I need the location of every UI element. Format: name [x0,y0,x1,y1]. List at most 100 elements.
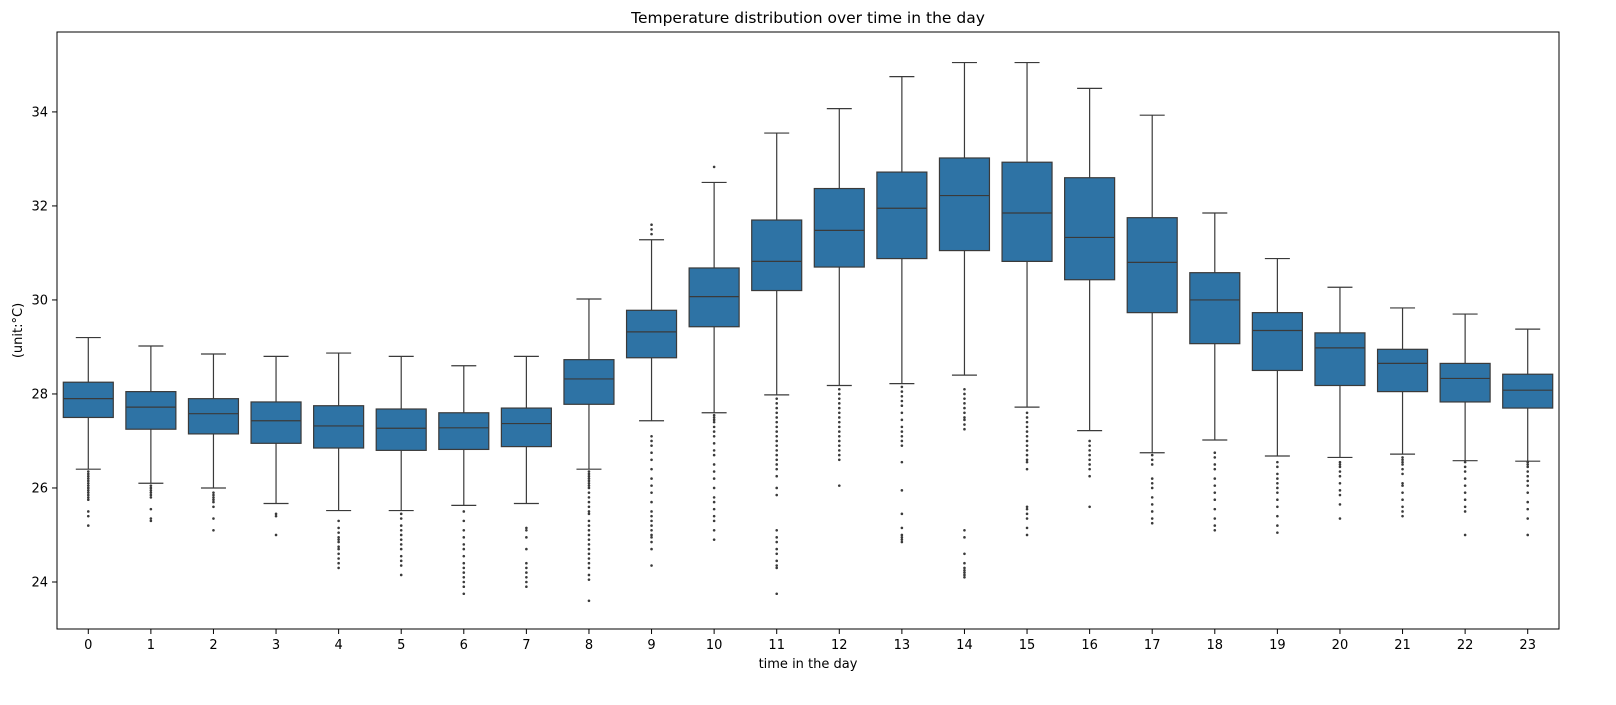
outlier-point [1338,493,1342,497]
outlier-point [837,458,841,462]
outlier-point [712,470,716,473]
outlier-point [462,554,466,558]
outlier-point [149,517,153,520]
outlier-point [587,599,591,603]
outlier-point [337,557,340,560]
outlier-point [775,474,779,478]
outlier-point [1025,430,1029,433]
outlier-point [274,533,278,537]
y-tick-label: 24 [31,575,48,590]
outlier-point [525,580,528,584]
outlier-point [462,510,466,513]
outlier-point [900,439,904,443]
outlier-point [1213,507,1217,511]
axes-layer: 0 1 2 3 4 5 6 7 8 9 10 11 12 13 14 15 16 17 18 19 20 21 22 2324… [31,105,1536,653]
outlier-point [1463,505,1467,509]
outlier-point [587,500,591,504]
outlier-point [149,493,153,497]
outlier-point [963,418,966,422]
outlier-point [1463,498,1467,502]
outlier-point [963,528,966,532]
outlier-point [712,420,716,424]
outlier-point [963,427,966,431]
outlier-point [149,486,153,490]
outlier-point [149,491,153,494]
y-tick-label: 30 [31,293,48,308]
outlier-point [587,477,591,480]
outlier-point [1088,453,1091,457]
outlier-point [650,564,653,567]
outlier-point [462,566,466,570]
outlier-point [837,444,841,447]
outlier-point [712,165,716,169]
outlier-point [1338,503,1342,506]
outlier-point [837,439,841,443]
outlier-point [712,477,716,480]
box-group-21 [1376,307,1429,518]
outlier-point [337,531,340,534]
outlier-point [1526,465,1530,469]
outlier-point [587,561,591,565]
outlier-point [337,545,340,549]
x-tick-label: 8 [585,638,593,653]
outlier-point [1338,481,1342,485]
outlier-point [1276,472,1279,476]
outlier-point [712,418,716,422]
chart-title: Temperature distribution over time in th… [630,9,985,27]
outlier-point [1526,463,1530,466]
outlier-point [712,486,716,490]
outlier-point [650,524,653,527]
outlier-point [1025,512,1029,516]
outlier-point [1150,521,1154,525]
box-group-9 [625,223,678,567]
outlier-point [1025,416,1029,419]
outlier-point [775,536,779,539]
outlier-point [525,566,528,570]
outlier-point [1025,439,1029,443]
outlier-point [1150,458,1154,462]
box [1189,272,1241,345]
outlier-point [212,505,215,509]
box [1439,362,1491,403]
outlier-point [775,425,779,429]
outlier-point [337,538,340,541]
outlier-point [587,547,591,551]
outlier-point [1526,479,1530,483]
outlier-point [1213,456,1217,459]
x-tick-label: 1 [147,638,155,653]
box-group-7 [500,355,552,588]
outlier-point [86,498,90,502]
x-tick-label: 14 [956,638,973,653]
outlier-point [1526,484,1530,487]
outlier-point [712,538,716,541]
box [1251,312,1303,372]
outlier-point [399,528,403,532]
outlier-point [149,507,153,511]
outlier-point [712,500,716,504]
outlier-point [399,533,403,537]
outlier-point [587,510,591,513]
outlier-point [86,493,90,497]
outlier-point [900,395,904,398]
outlier-point [86,484,90,487]
outlier-point [837,392,841,396]
outlier-point [963,406,966,410]
box-group-3 [250,355,302,537]
outlier-point [650,540,653,544]
outlier-point [462,528,466,532]
outlier-point [650,458,653,462]
outlier-point [650,228,653,231]
outlier-point [1088,458,1091,462]
outlier-point [837,449,841,452]
outlier-point [900,430,904,433]
outlier-point [1401,484,1404,487]
outlier-point [86,481,90,485]
x-tick-label: 16 [1081,638,1098,653]
box-group-11 [751,132,803,596]
outlier-point [587,519,591,523]
outlier-point [1025,460,1029,464]
x-tick-label: 6 [460,638,468,653]
outlier-point [462,536,466,539]
outlier-point [963,552,966,556]
outlier-point [462,571,466,574]
